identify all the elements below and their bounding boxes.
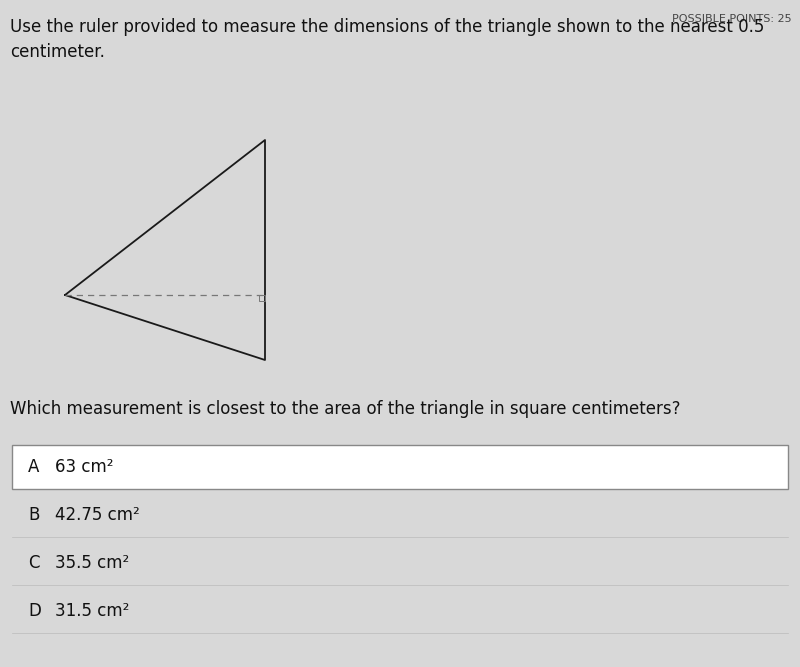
- Text: 42.75 cm²: 42.75 cm²: [55, 506, 140, 524]
- Text: 31.5 cm²: 31.5 cm²: [55, 602, 130, 620]
- Text: 63 cm²: 63 cm²: [55, 458, 114, 476]
- Text: D: D: [28, 602, 41, 620]
- Text: Which measurement is closest to the area of the triangle in square centimeters?: Which measurement is closest to the area…: [10, 400, 681, 418]
- Text: 35.5 cm²: 35.5 cm²: [55, 554, 130, 572]
- Text: B: B: [28, 506, 39, 524]
- Text: A: A: [28, 458, 39, 476]
- Text: C: C: [28, 554, 39, 572]
- Text: Use the ruler provided to measure the dimensions of the triangle shown to the ne: Use the ruler provided to measure the di…: [10, 18, 764, 61]
- Text: POSSIBLE POINTS: 25: POSSIBLE POINTS: 25: [672, 14, 792, 24]
- FancyBboxPatch shape: [12, 445, 788, 489]
